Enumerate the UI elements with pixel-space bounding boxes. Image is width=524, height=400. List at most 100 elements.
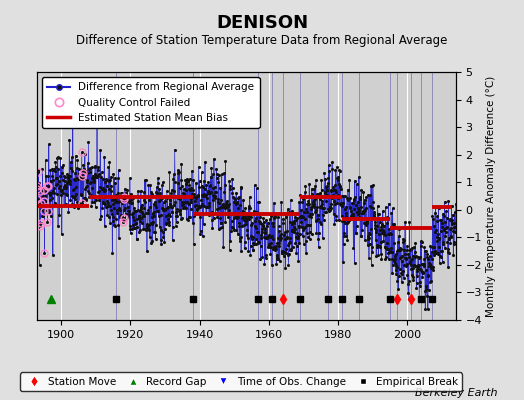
Point [231,214,239,220]
Point [351,178,359,184]
Point [281,236,289,242]
Point [308,210,316,217]
Point [227,223,236,230]
Point [184,217,192,223]
Point [402,261,411,268]
Point [228,185,237,191]
Point [65,137,73,143]
Point [181,176,190,183]
Point [359,189,368,195]
Point [172,223,180,229]
Point [451,209,459,215]
Point [221,158,230,164]
Point [52,191,61,198]
Point [84,139,93,145]
Point [171,212,180,219]
Point [230,215,238,222]
Point [47,213,55,219]
Point [404,251,412,258]
Point [123,194,131,200]
Point [117,214,125,220]
Point [91,163,99,169]
Point [251,223,259,229]
Point [442,224,451,230]
Point [394,238,402,245]
Point [158,182,166,188]
Point [71,193,80,200]
Point [75,174,84,181]
Point [407,256,416,263]
Point [348,213,357,219]
Point [343,237,352,244]
Point [90,177,98,183]
Point [439,210,447,217]
Point [323,183,331,189]
Point [221,219,230,225]
Point [279,220,287,226]
Point [445,217,454,223]
Point [145,196,153,203]
Point [162,221,170,228]
Point [134,188,142,194]
Point [370,210,379,217]
Point [319,205,328,211]
Point [314,244,323,250]
Point [214,196,222,203]
Point [204,204,213,210]
Point [79,168,88,174]
Point [107,211,116,218]
Point [111,199,119,206]
Point [380,231,388,238]
Point [267,220,276,226]
Point [405,254,413,260]
Point [347,212,356,218]
Point [36,188,45,194]
Point [88,185,96,192]
Point [114,175,122,182]
Point [425,260,433,266]
Point [76,174,84,180]
Point [278,248,286,255]
Point [272,243,280,250]
Point [331,186,339,193]
Point [284,252,292,258]
Point [275,243,283,249]
Point [265,232,274,239]
Point [112,216,120,222]
Point [161,194,169,200]
Point [397,253,405,260]
Point [391,261,400,268]
Point [215,214,224,221]
Point [444,250,453,256]
Point [62,183,70,190]
Point [261,252,270,258]
Point [267,234,276,240]
Point [304,198,312,204]
Point [121,186,129,192]
Point [125,207,133,214]
Point [243,232,252,238]
Point [68,168,77,174]
Point [446,216,454,222]
Point [338,203,346,210]
Point [143,222,151,229]
Point [370,218,379,225]
Point [145,204,154,210]
Point [192,202,200,208]
Point [140,177,149,184]
Point [130,204,138,211]
Point [124,214,133,220]
Point [239,196,247,203]
Point [379,229,388,236]
Point [166,212,174,219]
Point [272,254,281,260]
Point [162,188,171,194]
Point [35,183,43,190]
Point [37,185,46,192]
Point [177,160,185,167]
Point [303,222,312,228]
Point [245,216,254,223]
Point [243,216,252,222]
Point [144,225,152,232]
Point [230,195,238,202]
